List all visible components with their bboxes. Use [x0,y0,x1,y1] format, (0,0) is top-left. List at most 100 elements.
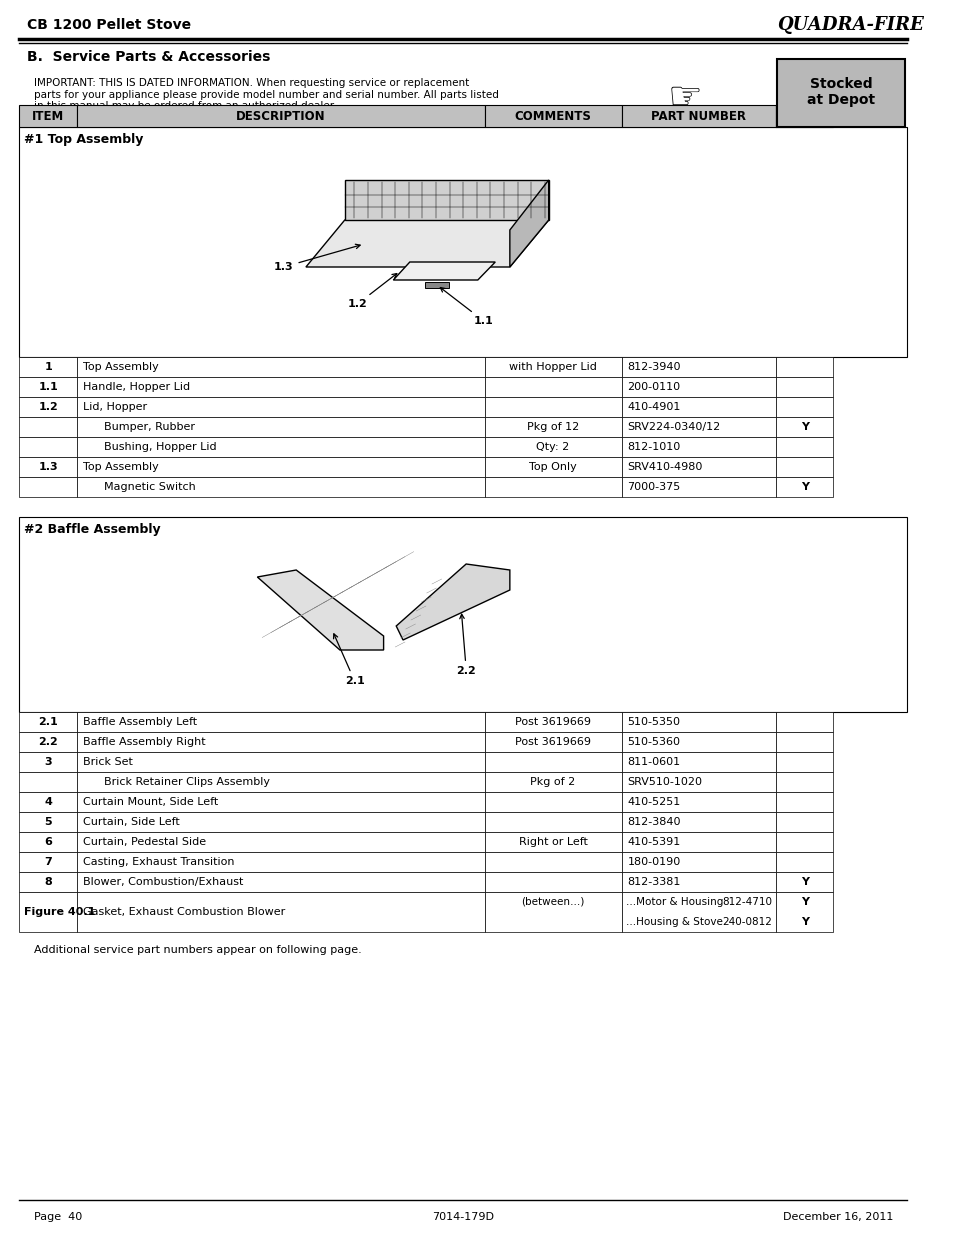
FancyBboxPatch shape [621,457,775,477]
FancyBboxPatch shape [76,752,484,772]
Text: 410-5391: 410-5391 [627,837,679,847]
FancyBboxPatch shape [76,417,484,437]
Text: Page  40: Page 40 [34,1212,82,1221]
FancyBboxPatch shape [484,396,621,417]
Text: 812-1010: 812-1010 [627,442,679,452]
Text: 1.1: 1.1 [440,288,493,326]
FancyBboxPatch shape [76,396,484,417]
FancyBboxPatch shape [621,792,775,811]
Text: Y: Y [800,897,808,906]
Text: (between…): (between…) [521,897,584,906]
FancyBboxPatch shape [19,811,76,832]
FancyBboxPatch shape [19,457,76,477]
FancyBboxPatch shape [621,772,775,792]
Text: CB 1200 Pellet Stove: CB 1200 Pellet Stove [28,19,192,32]
Text: 5: 5 [44,818,51,827]
Text: IMPORTANT: THIS IS DATED INFORMATION. When requesting service or replacement
par: IMPORTANT: THIS IS DATED INFORMATION. Wh… [34,78,498,111]
FancyBboxPatch shape [484,437,621,457]
FancyBboxPatch shape [484,457,621,477]
Text: ...Motor & Housing: ...Motor & Housing [626,897,723,906]
Text: Y: Y [800,482,808,492]
FancyBboxPatch shape [19,396,76,417]
FancyBboxPatch shape [621,732,775,752]
Text: #1 Top Assembly: #1 Top Assembly [24,132,144,146]
Text: Top Only: Top Only [529,462,577,472]
FancyBboxPatch shape [76,357,484,377]
Text: Y: Y [800,918,808,927]
FancyBboxPatch shape [484,872,621,892]
FancyBboxPatch shape [775,752,832,772]
FancyBboxPatch shape [775,417,832,437]
Text: Gasket, Exhaust Combustion Blower: Gasket, Exhaust Combustion Blower [83,906,285,918]
FancyBboxPatch shape [484,752,621,772]
Polygon shape [425,282,448,288]
FancyBboxPatch shape [776,59,904,127]
Text: Qty: 2: Qty: 2 [536,442,569,452]
Text: 240-0812: 240-0812 [721,918,771,927]
Text: #2 Baffle Assembly: #2 Baffle Assembly [24,522,161,536]
Text: 2.1: 2.1 [334,634,364,685]
Text: Y: Y [800,877,808,887]
Text: COMMENTS: COMMENTS [514,110,591,122]
Text: Casting, Exhaust Transition: Casting, Exhaust Transition [83,857,233,867]
FancyBboxPatch shape [484,772,621,792]
FancyBboxPatch shape [76,832,484,852]
FancyBboxPatch shape [484,732,621,752]
Text: with Hopper Lid: with Hopper Lid [509,362,597,372]
Text: Handle, Hopper Lid: Handle, Hopper Lid [83,382,190,391]
Text: 7000-375: 7000-375 [627,482,679,492]
FancyBboxPatch shape [76,772,484,792]
Text: 2.2: 2.2 [38,737,58,747]
Text: 811-0601: 811-0601 [627,757,679,767]
FancyBboxPatch shape [19,713,76,732]
Text: Curtain, Pedestal Side: Curtain, Pedestal Side [83,837,206,847]
Text: 200-0110: 200-0110 [627,382,679,391]
FancyBboxPatch shape [775,892,832,932]
FancyBboxPatch shape [621,377,775,396]
Text: Pkg of 12: Pkg of 12 [526,422,578,432]
FancyBboxPatch shape [19,892,76,932]
FancyBboxPatch shape [775,811,832,832]
Text: 812-3840: 812-3840 [627,818,680,827]
FancyBboxPatch shape [621,417,775,437]
FancyBboxPatch shape [484,811,621,832]
FancyBboxPatch shape [19,417,76,437]
Text: Right or Left: Right or Left [518,837,587,847]
FancyBboxPatch shape [621,477,775,496]
Text: QUADRA-FIRE: QUADRA-FIRE [776,16,923,35]
FancyBboxPatch shape [19,752,76,772]
FancyBboxPatch shape [775,396,832,417]
FancyBboxPatch shape [76,377,484,396]
Text: Post 3619669: Post 3619669 [515,718,591,727]
FancyBboxPatch shape [484,892,621,932]
FancyBboxPatch shape [19,127,906,357]
Text: Additional service part numbers appear on following page.: Additional service part numbers appear o… [34,945,361,955]
FancyBboxPatch shape [76,437,484,457]
FancyBboxPatch shape [484,417,621,437]
FancyBboxPatch shape [19,832,76,852]
Text: 1.3: 1.3 [274,245,360,272]
Polygon shape [257,571,383,650]
FancyBboxPatch shape [775,792,832,811]
FancyBboxPatch shape [621,752,775,772]
FancyBboxPatch shape [775,377,832,396]
Text: SRV410-4980: SRV410-4980 [627,462,702,472]
FancyBboxPatch shape [484,357,621,377]
FancyBboxPatch shape [775,732,832,752]
FancyBboxPatch shape [775,457,832,477]
Text: Pkg of 2: Pkg of 2 [530,777,575,787]
Text: Curtain Mount, Side Left: Curtain Mount, Side Left [83,797,217,806]
FancyBboxPatch shape [76,792,484,811]
Text: Top Assembly: Top Assembly [83,462,158,472]
Text: 1.3: 1.3 [38,462,58,472]
Text: ☞: ☞ [666,79,701,117]
FancyBboxPatch shape [484,852,621,872]
Text: 410-5251: 410-5251 [627,797,679,806]
Text: SRV224-0340/12: SRV224-0340/12 [627,422,720,432]
FancyBboxPatch shape [775,713,832,732]
FancyBboxPatch shape [775,477,832,496]
FancyBboxPatch shape [621,832,775,852]
FancyBboxPatch shape [621,713,775,732]
FancyBboxPatch shape [76,892,484,932]
Text: Brick Retainer Clips Assembly: Brick Retainer Clips Assembly [83,777,270,787]
